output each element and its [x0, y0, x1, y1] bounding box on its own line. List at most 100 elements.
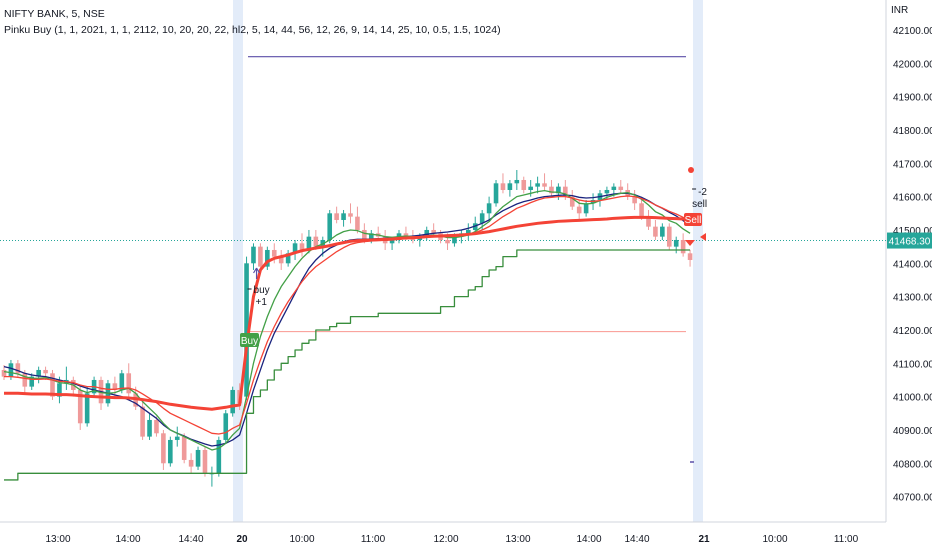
- candle-body: [680, 239, 686, 254]
- candle-body: [556, 186, 561, 194]
- symbol-title[interactable]: NIFTY BANK, 5, NSE: [4, 8, 105, 20]
- indicator-title[interactable]: Pinku Buy (1, 1, 2021, 1, 1, 2112, 10, 2…: [4, 24, 501, 36]
- sell-label: Sell: [685, 215, 702, 226]
- candle-body: [521, 179, 527, 190]
- candle-body: [154, 419, 159, 434]
- candle-body: [666, 226, 672, 247]
- x-tick-label: 14:40: [178, 534, 203, 545]
- candle-body: [646, 216, 651, 227]
- x-tick-label: 14:00: [115, 534, 140, 545]
- buy-label: Buy: [241, 336, 258, 347]
- candle-body: [181, 436, 187, 460]
- candle-body: [431, 229, 436, 234]
- candle-body: [161, 433, 166, 464]
- indicator-line: [4, 195, 691, 435]
- candle-body: [618, 186, 624, 190]
- candle-body: [500, 183, 506, 190]
- candle-body: [15, 363, 21, 374]
- candle-body: [653, 226, 658, 237]
- x-tick-label: 13:00: [505, 534, 530, 545]
- candle-body: [306, 236, 312, 250]
- candle-body: [77, 389, 83, 424]
- candle-body: [528, 186, 533, 190]
- sell-arrow: [700, 233, 706, 241]
- candle-body: [424, 229, 430, 237]
- currency-label: INR: [891, 5, 908, 16]
- buy-annotation: +1: [256, 297, 268, 308]
- x-tick-label: 21: [698, 534, 710, 545]
- x-tick-label: 14:00: [576, 534, 601, 545]
- candle-body: [368, 233, 374, 240]
- sell-arrow: [685, 240, 695, 246]
- session-divider: [233, 0, 243, 522]
- x-tick-label: 12:00: [433, 534, 458, 545]
- y-tick-label: 41300.00: [893, 293, 932, 304]
- x-tick-label: 11:00: [361, 534, 386, 545]
- candle-body: [611, 186, 617, 190]
- indicator-line: [4, 215, 691, 411]
- candle-body: [1, 369, 7, 377]
- candle-body: [29, 376, 35, 387]
- y-tick-label: 40700.00: [893, 493, 932, 504]
- candle-body: [126, 373, 132, 394]
- candle-body: [84, 393, 90, 424]
- candle-body: [355, 216, 360, 230]
- candle-body: [22, 373, 28, 387]
- candle-body: [334, 213, 339, 220]
- candle-body: [486, 203, 492, 214]
- y-tick-label: 41500.00: [893, 226, 932, 237]
- sell-annotation: -2: [698, 187, 707, 198]
- indicator-line: [3, 190, 691, 451]
- candle-body: [278, 256, 284, 264]
- candle-body: [389, 239, 395, 244]
- candle-body: [43, 369, 48, 374]
- candle-body: [327, 213, 333, 240]
- candle-body: [202, 449, 208, 474]
- y-tick-label: 42100.00: [893, 26, 932, 37]
- session-divider: [693, 0, 703, 522]
- y-tick-label: 41100.00: [893, 359, 932, 370]
- sell-label-box: [684, 213, 702, 226]
- y-tick-label: 41800.00: [893, 126, 932, 137]
- candle-body: [251, 246, 256, 264]
- candle-body: [258, 246, 263, 267]
- candle-body: [542, 183, 547, 187]
- candle-body: [535, 183, 540, 187]
- y-tick-label: 41600.00: [893, 193, 932, 204]
- candle-body: [362, 229, 367, 240]
- candle-body: [549, 186, 554, 194]
- candle-body: [687, 253, 693, 260]
- x-tick-label: 20: [236, 534, 248, 545]
- candle-body: [112, 383, 118, 390]
- y-tick-label: 40900.00: [893, 426, 932, 437]
- last-price-tag: [887, 232, 932, 249]
- candle-body: [140, 406, 145, 437]
- candle-body: [445, 239, 450, 244]
- candle-body: [244, 263, 249, 397]
- y-tick-label: 41400.00: [893, 259, 932, 270]
- candle-body: [36, 369, 41, 377]
- candle-body: [639, 203, 644, 217]
- candle-body: [452, 236, 457, 244]
- candle-body: [230, 389, 235, 414]
- candle-body: [8, 363, 14, 377]
- candle-body: [57, 383, 62, 397]
- candle-body: [341, 213, 346, 220]
- candle-body: [583, 203, 589, 214]
- buy-label-box: [240, 333, 259, 347]
- x-tick-label: 14:40: [624, 534, 649, 545]
- candle-body: [569, 196, 575, 207]
- sell-dot: [688, 167, 694, 173]
- candle-body: [271, 249, 277, 257]
- buy-annotation: buy: [254, 285, 270, 296]
- candle-body: [147, 419, 152, 437]
- candle-body: [223, 413, 229, 440]
- candle-body: [466, 229, 471, 234]
- candle-body: [313, 236, 319, 247]
- candle-body: [576, 206, 582, 214]
- candle-body: [632, 196, 637, 204]
- candle-body: [507, 183, 513, 190]
- y-tick-label: 41700.00: [893, 159, 932, 170]
